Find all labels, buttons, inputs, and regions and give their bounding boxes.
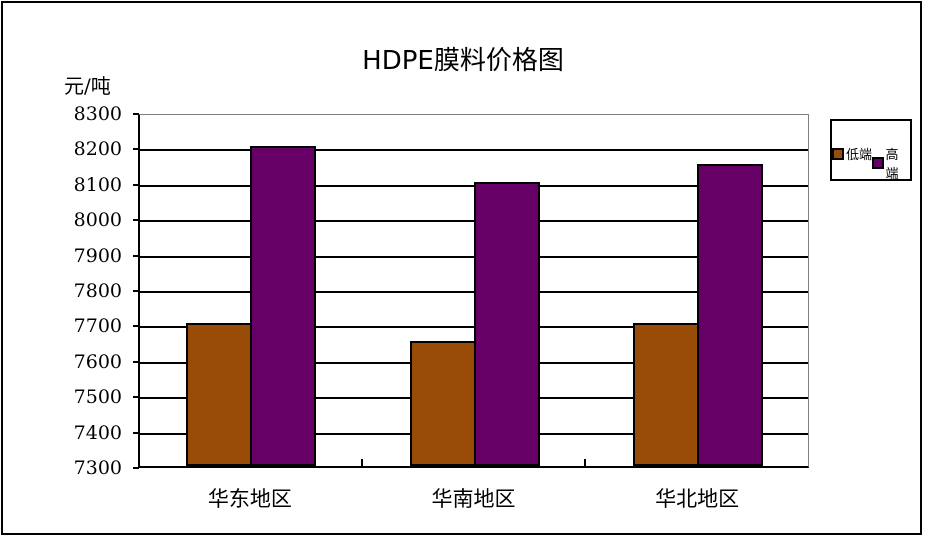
y-tick-label: 7600 [73,350,122,373]
y-tick-mark [133,148,139,151]
y-tick-label: 7700 [73,315,122,338]
x-tick-mark [584,459,587,468]
y-tick-mark [133,431,139,434]
bar-high [473,181,540,466]
legend: 低端 高端 [830,119,912,182]
y-tick-mark [133,254,139,257]
y-tick-mark [133,290,139,292]
bar-low [633,323,700,466]
y-tick-mark [133,113,139,115]
y-tick-label: 7900 [73,244,122,267]
y-tick-mark [133,396,139,399]
bar-low [409,341,476,466]
bar-high [697,164,764,466]
legend-label-low: 低端 [846,148,873,163]
legend-item-high: 高端 [872,144,910,182]
y-tick-mark [133,183,139,186]
x-category-label: 华南地区 [431,487,516,511]
y-tick-label: 7500 [73,386,122,409]
bar-high [249,146,316,466]
legend-swatch-high [872,157,884,169]
y-tick-mark [133,325,139,328]
legend-label-high: 高端 [885,148,899,182]
x-tick-mark [360,459,363,468]
gridline [140,149,808,152]
bar-low [185,323,252,466]
y-tick-mark [133,467,139,469]
legend-swatch-low [832,147,844,160]
y-tick-mark [133,360,139,363]
y-tick-label: 7300 [73,457,122,479]
y-tick-mark [133,219,139,222]
x-category-label: 华北地区 [655,487,740,511]
plot-area [138,114,809,468]
y-tick-label: 8200 [73,138,122,161]
y-tick-label: 7800 [73,280,122,302]
y-tick-label: 8300 [73,103,122,125]
y-tick-label: 7400 [73,421,122,444]
x-category-label: 华东地区 [207,487,292,511]
y-tick-label: 8000 [73,209,122,232]
legend-item-low: 低端 [832,144,872,163]
y-tick-label: 8100 [73,173,122,196]
y-axis-unit-label: 元/吨 [64,74,111,98]
chart-title: HDPE膜料价格图 [362,46,564,76]
